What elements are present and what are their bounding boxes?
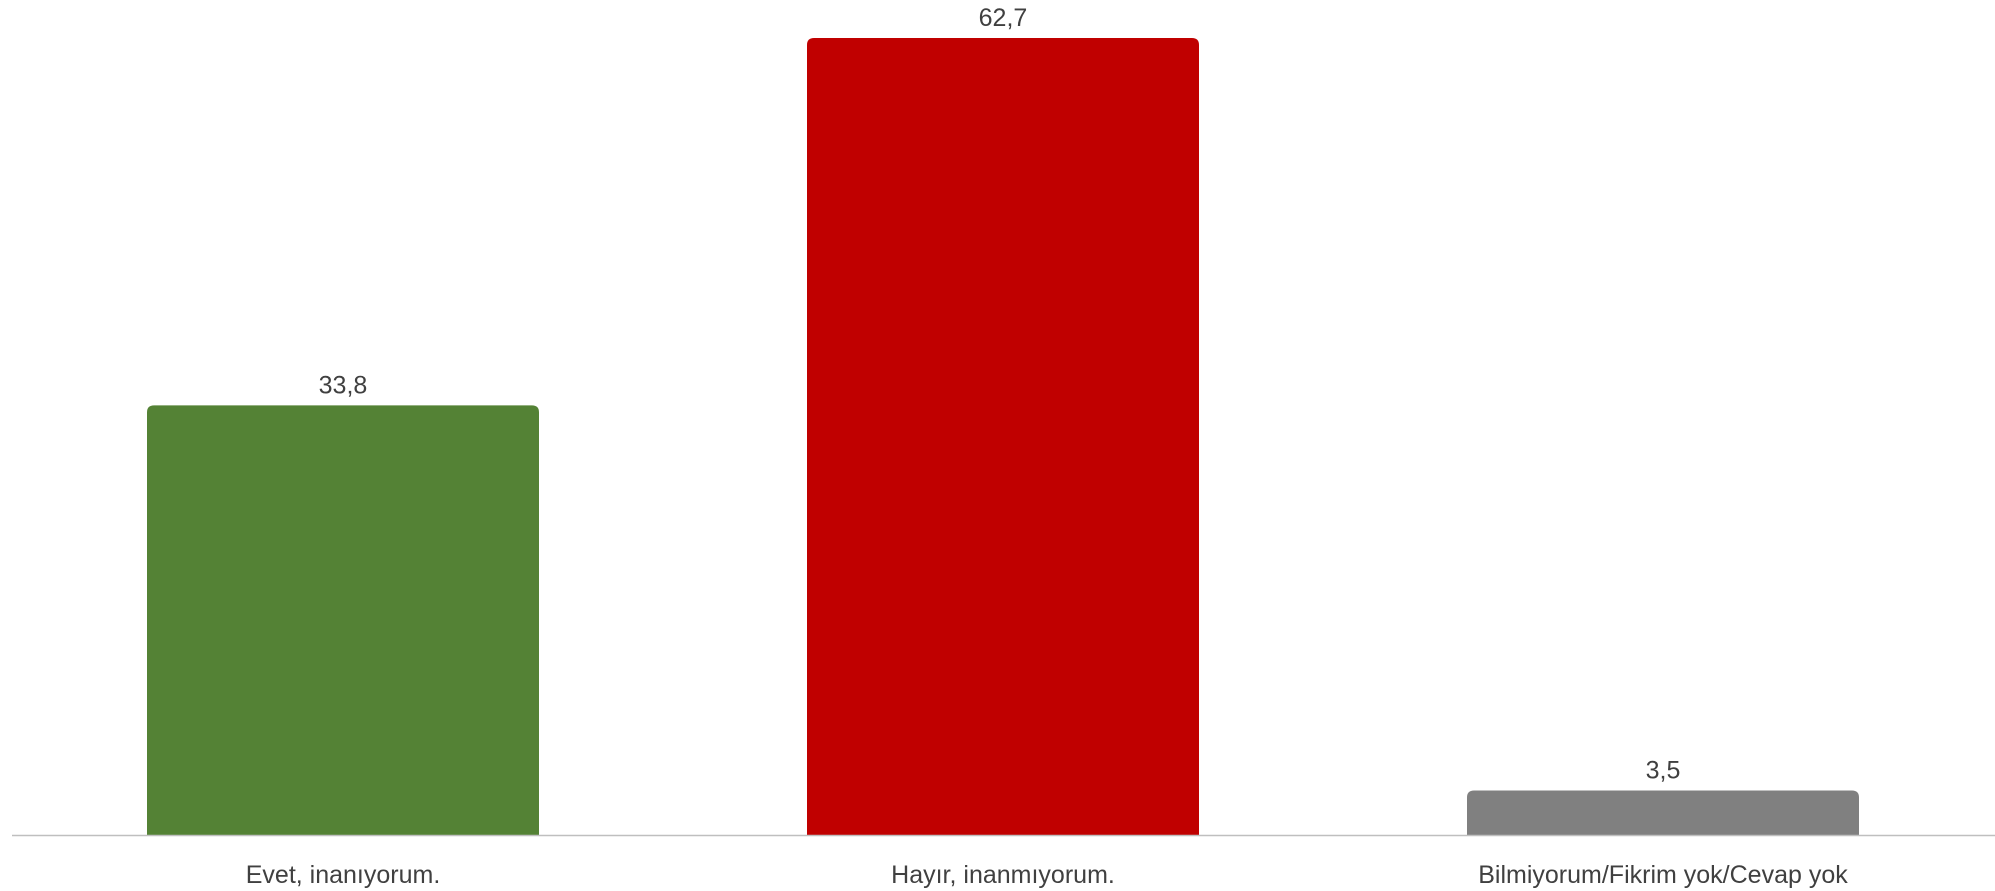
bar-1 — [147, 405, 539, 835]
data-label-3: 3,5 — [1646, 757, 1681, 785]
data-label-1: 33,8 — [319, 371, 368, 399]
category-label-3: Bilmiyorum/Fikrim yok/Cevap yok — [1478, 861, 1848, 889]
bar-2 — [807, 38, 1199, 835]
category-label-2: Hayır, inanmıyorum. — [891, 861, 1115, 889]
category-label-1: Evet, inanıyorum. — [246, 861, 441, 889]
bar-3 — [1467, 790, 1859, 835]
bars-group — [147, 38, 1859, 835]
labels-group: 33,8 Evet, inanıyorum. 62,7 Hayır, inanmıyo… — [246, 4, 1849, 889]
data-label-2: 62,7 — [979, 4, 1028, 32]
